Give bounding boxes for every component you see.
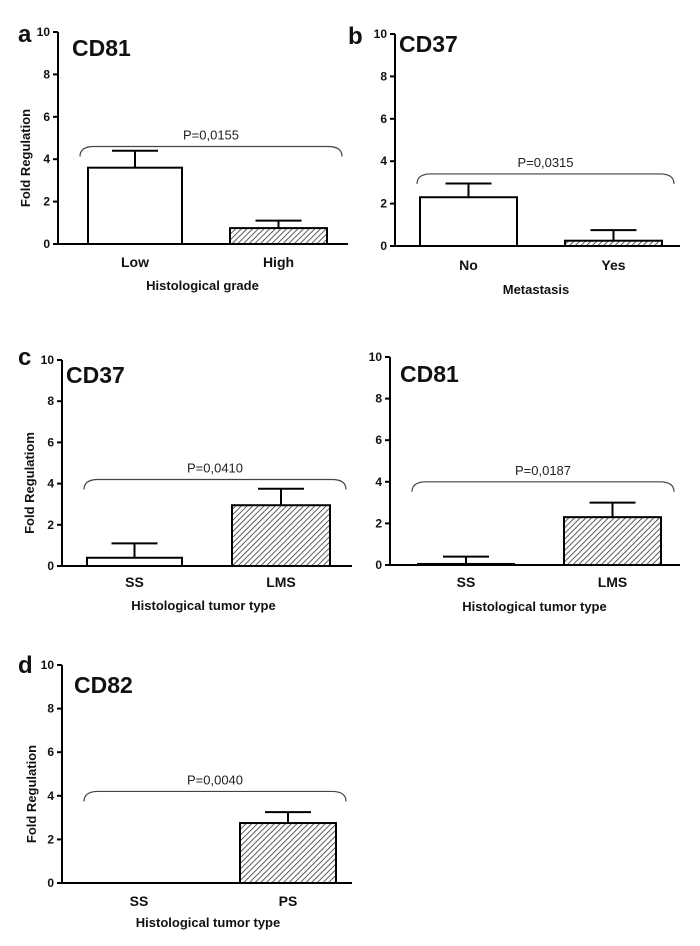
- category-label: High: [263, 254, 294, 270]
- y-tick-label: 8: [47, 394, 54, 408]
- y-tick-label: 4: [47, 789, 54, 803]
- y-tick-label: 6: [375, 433, 382, 447]
- panel-letter-b: b: [348, 23, 363, 50]
- bar-ss: [86, 556, 183, 568]
- chart-title: CD82: [74, 672, 133, 698]
- y-tick-label: 6: [47, 435, 54, 449]
- y-tick-label: 10: [41, 353, 55, 367]
- y-tick-label: 6: [43, 110, 50, 124]
- p-value-label: P=0,0040: [187, 772, 243, 787]
- category-label: SS: [125, 574, 144, 590]
- y-tick-label: 2: [375, 516, 382, 530]
- bar-no: [419, 196, 518, 248]
- significance-bracket: [79, 145, 343, 157]
- y-tick-label: 8: [43, 67, 50, 81]
- x-axis-title: Metastasis: [503, 282, 569, 297]
- p-value-label: P=0,0410: [187, 460, 243, 475]
- chart-title: CD81: [400, 361, 459, 387]
- p-value-label: P=0,0315: [517, 155, 573, 170]
- category-label: Yes: [601, 257, 625, 273]
- category-label: No: [459, 257, 478, 273]
- y-tick-label: 4: [43, 152, 50, 166]
- chart-title: CD81: [72, 35, 131, 61]
- y-tick-label: 4: [380, 154, 387, 168]
- y-tick-label: 8: [375, 392, 382, 406]
- bar-high: [229, 227, 328, 246]
- y-tick-label: 2: [47, 832, 54, 846]
- y-tick-label: 2: [43, 195, 50, 209]
- y-tick-label: 10: [369, 350, 383, 364]
- y-tick-label: 4: [47, 477, 54, 491]
- panel-letter-a: a: [18, 21, 32, 48]
- significance-bracket: [411, 481, 675, 492]
- category-label: SS: [457, 574, 476, 590]
- bar-low: [87, 166, 183, 245]
- chart-title: CD37: [399, 31, 458, 57]
- y-tick-label: 6: [47, 745, 54, 759]
- y-tick-label: 10: [41, 658, 55, 672]
- category-label: Low: [121, 254, 149, 270]
- significance-bracket: [83, 790, 347, 802]
- y-tick-label: 2: [380, 197, 387, 211]
- y-tick-label: 8: [380, 69, 387, 83]
- x-axis-title: Histological tumor type: [131, 598, 275, 613]
- chart-c-cd81: 0 2 4 6 8 10 CD81 SS LMS P=0,0187 Histological tum…: [369, 350, 680, 614]
- x-axis-title: Histological grade: [146, 278, 259, 293]
- category-label: LMS: [266, 574, 296, 590]
- y-tick-label: 0: [375, 558, 382, 572]
- y-axis-title: Fold Regulation: [18, 109, 33, 207]
- y-tick-label: 2: [47, 518, 54, 532]
- y-tick-label: 6: [380, 112, 387, 126]
- y-tick-label: 0: [43, 237, 50, 251]
- significance-bracket: [83, 478, 347, 490]
- bar-yes: [564, 239, 663, 247]
- y-tick-label: 8: [47, 702, 54, 716]
- x-axis-title: Histological tumor type: [136, 915, 280, 930]
- bar-ss: [417, 562, 515, 567]
- p-value-label: P=0,0187: [515, 463, 571, 478]
- panel-letter-d: d: [18, 652, 33, 679]
- category-label: SS: [130, 893, 149, 909]
- y-tick-label: 0: [47, 876, 54, 890]
- chart-b-cd37: 0 2 4 6 8 10 CD37 No Yes P=0,0315 Metastasis: [374, 27, 680, 297]
- x-axis-title: Histological tumor type: [462, 599, 606, 614]
- panel-letter-c: c: [18, 344, 31, 371]
- p-value-label: P=0,0155: [183, 127, 239, 142]
- chart-title: CD37: [66, 362, 125, 388]
- bar-ps: [239, 822, 337, 884]
- y-axis-title: Fold Regulatiom: [22, 432, 37, 534]
- category-label: LMS: [598, 574, 628, 590]
- category-label: PS: [279, 893, 298, 909]
- y-tick-label: 0: [47, 559, 54, 573]
- y-tick-label: 10: [37, 25, 51, 39]
- bar-lms: [231, 504, 331, 568]
- significance-bracket: [416, 173, 675, 184]
- chart-d-cd82: 0 2 4 6 8 10 CD82 Fold Regulation SS PS P=0,0040 Hi…: [24, 658, 352, 930]
- y-axis-title: Fold Regulation: [24, 745, 39, 843]
- y-tick-label: 0: [380, 239, 387, 253]
- chart-c-cd37: 0 2 4 6 8 10 CD37 Fold Regulatiom SS LMS P=0,0410 H…: [22, 353, 352, 613]
- bar-lms: [563, 516, 662, 566]
- y-tick-label: 10: [374, 27, 388, 41]
- chart-a-cd81: 0 2 4 6 8 10 CD81 Fold Regulation Low High P=0,015…: [18, 25, 348, 293]
- y-tick-label: 4: [375, 475, 382, 489]
